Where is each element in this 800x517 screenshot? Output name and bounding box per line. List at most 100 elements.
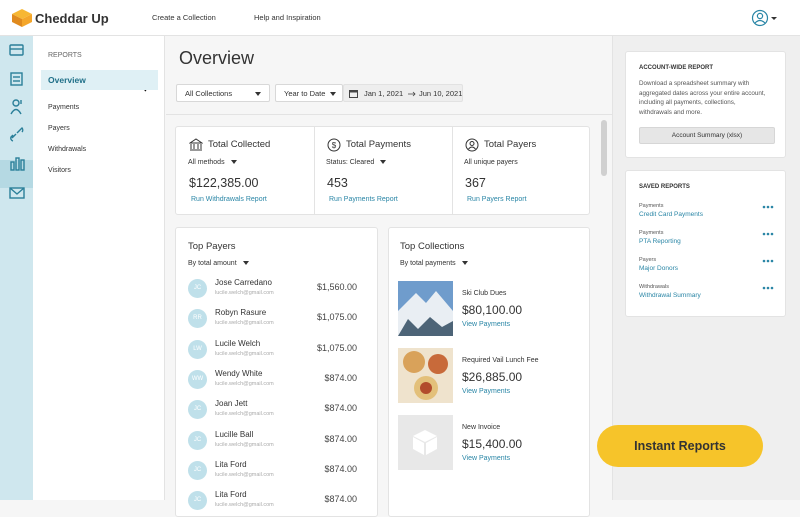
payer-name: Lita Ford <box>215 459 247 469</box>
stat-filter[interactable]: All methods <box>188 159 237 166</box>
collection-link[interactable]: View Payments <box>462 321 511 328</box>
end-date: Jun 10, 2021 <box>419 89 463 98</box>
collection-amount: $80,100.00 <box>462 303 523 317</box>
payer-name: Lucille Ball <box>215 429 254 439</box>
filter-label: Status: Cleared <box>326 159 375 166</box>
stat-icon: $ <box>327 138 341 152</box>
stat-filter[interactable]: All unique payers <box>464 159 518 166</box>
nav-item-active[interactable]: Overview <box>41 70 158 90</box>
logo <box>12 9 32 27</box>
page-title: Overview <box>179 48 255 68</box>
avatar: JC <box>188 279 207 298</box>
collection-link[interactable]: View Payments <box>462 455 511 462</box>
more-menu <box>762 232 774 236</box>
filter-label: All unique payers <box>464 159 518 166</box>
stat-filter[interactable]: Status: Cleared <box>326 159 387 166</box>
payer-name: Wendy White <box>215 368 263 378</box>
sort-label: By total payments <box>400 260 456 267</box>
card-title: Top Collections <box>400 241 465 252</box>
collection-name: Required Vail Lunch Fee <box>462 357 539 364</box>
rail-icons[interactable] <box>8 42 26 222</box>
payer-amount: $874.00 <box>324 463 357 474</box>
nav-item[interactable]: Visitors <box>48 167 71 174</box>
payer-email: lucile.welch@gmail.com <box>215 350 274 357</box>
top-collections-card: Top Collections By total payments Ski Cl… <box>388 227 590 517</box>
collection-link[interactable]: View Payments <box>462 388 511 395</box>
payer-email: lucile.welch@gmail.com <box>215 290 274 296</box>
saved-reports-card: SAVED REPORTS Payments Credit Card Paymen… <box>625 170 786 317</box>
collection-amount: $26,885.00 <box>462 370 523 384</box>
report-type: Payers <box>639 257 657 263</box>
stat-title: Total Payments <box>346 139 411 150</box>
report-name[interactable]: PTA Reporting <box>639 238 681 245</box>
nav-item[interactable]: Payments <box>48 104 80 111</box>
collection-name: Ski Club Dues <box>462 290 507 297</box>
main: Overview All Collections Year to Date Ja… <box>166 36 612 517</box>
collection-image <box>398 281 453 336</box>
caret <box>242 261 249 266</box>
stat-icon <box>465 138 479 152</box>
stat-link[interactable]: Run Payments Report <box>329 196 398 203</box>
card-title: ACCOUNT-WIDE REPORT <box>639 65 713 71</box>
nav-item[interactable]: Withdrawals <box>48 146 87 153</box>
header: Cheddar Up Create a Collection Help and … <box>0 0 800 36</box>
payer-amount: $874.00 <box>324 403 357 414</box>
avatar: JC <box>188 491 207 511</box>
nav-item[interactable]: Payers <box>48 125 70 132</box>
user-menu[interactable] <box>751 9 779 27</box>
download-button[interactable]: Account Summary (xlsx) <box>639 127 775 144</box>
start-date: Jan 1, 2021 <box>364 89 404 98</box>
sort-select[interactable]: By total amount <box>188 260 249 267</box>
payer-email: lucile.welch@gmail.com <box>215 380 274 387</box>
stat-title: Total Collected <box>208 139 271 150</box>
payer-name: Joan Jett <box>215 399 248 409</box>
stat-divider <box>314 127 315 214</box>
avatar: JC <box>188 400 207 420</box>
range-select[interactable]: Year to Date <box>275 84 343 102</box>
avatar: RR <box>188 309 207 329</box>
select-label: Year to Date <box>284 89 326 98</box>
payer-email: lucile.welch@gmail.com <box>215 320 274 327</box>
scrollbar[interactable] <box>601 120 607 176</box>
payer-email: lucile.welch@gmail.com <box>215 441 274 448</box>
right-panel: ACCOUNT-WIDE REPORT Download a spreadshe… <box>612 36 800 500</box>
nav-link[interactable]: Create a Collection <box>152 13 216 22</box>
account-report-card: ACCOUNT-WIDE REPORT Download a spreadshe… <box>625 51 786 158</box>
divider <box>166 114 612 115</box>
caret <box>255 92 261 96</box>
report-name[interactable]: Withdrawal Summary <box>639 292 701 299</box>
date-range[interactable]: Jan 1, 2021 Jun 10, 2021 <box>343 84 463 102</box>
stat-link[interactable]: Run Payers Report <box>467 196 527 203</box>
collection-image <box>398 348 453 403</box>
payer-name: Lucile Welch <box>215 338 261 348</box>
report-name[interactable]: Credit Card Payments <box>639 211 703 218</box>
sort-select[interactable]: By total payments <box>400 260 468 267</box>
avatar: LW <box>188 339 207 359</box>
filter-label: All methods <box>188 159 225 166</box>
stat-icon <box>189 138 203 151</box>
stat-link[interactable]: Run Withdrawals Report <box>191 196 267 203</box>
stat-value: 453 <box>327 176 348 190</box>
sort-label: By total amount <box>188 260 237 267</box>
sidebar: REPORTS Overview Payments Payers Withdrawal… <box>33 36 165 500</box>
card-title: Top Payers <box>188 241 236 252</box>
svg-text:$: $ <box>332 141 337 150</box>
payer-email: lucile.welch@gmail.com <box>215 411 274 418</box>
brand[interactable]: Cheddar Up <box>35 11 109 26</box>
payer-amount: $1,560.00 <box>316 282 357 292</box>
nav-link[interactable]: Help and Inspiration <box>254 13 321 22</box>
collection-amount: $15,400.00 <box>462 437 523 451</box>
more-menu <box>762 259 774 263</box>
payer-name: Jose Carredano <box>215 278 272 287</box>
collection-name: New Invoice <box>462 424 501 431</box>
report-name[interactable]: Major Donors <box>639 265 679 272</box>
collections-select[interactable]: All Collections <box>176 84 270 102</box>
payer-amount: $874.00 <box>324 372 357 383</box>
payer-name: Lita Ford <box>215 490 247 500</box>
payer-amount: $874.00 <box>324 494 357 505</box>
more-menu <box>762 205 774 209</box>
calendar-icon <box>349 90 358 98</box>
instant-reports-button[interactable]: Instant Reports <box>597 425 763 467</box>
avatar: JC <box>188 430 207 450</box>
